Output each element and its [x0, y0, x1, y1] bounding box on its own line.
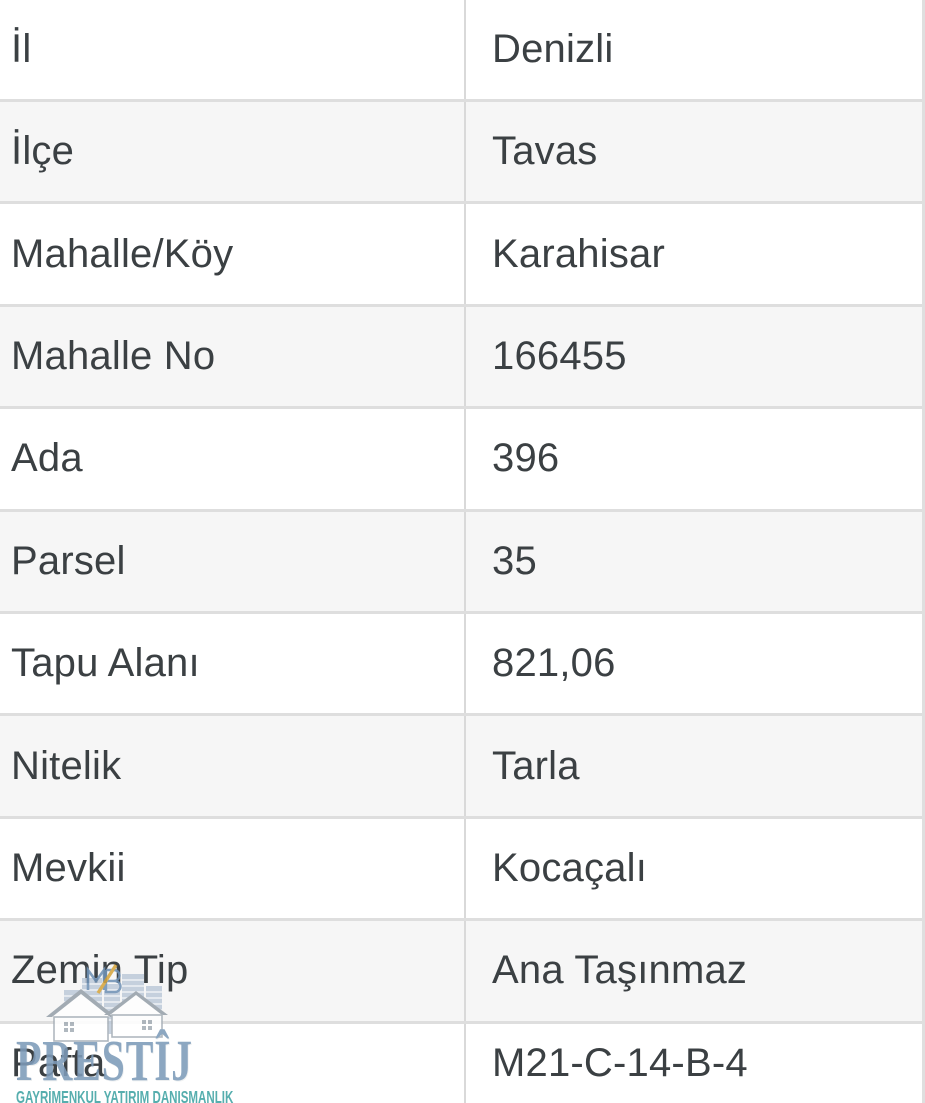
row-value: M21-C-14-B-4 [492, 1041, 748, 1086]
row-value: Tarla [492, 743, 580, 788]
brand-tagline: GAYRİMENKUL YATIRIM DANIŞMANLIK [16, 1087, 234, 1103]
row-value: 166455 [492, 333, 627, 378]
brand-name: PRESTÎJ [16, 1028, 193, 1093]
table-row: Tapu Alanı 821,06 [0, 610, 922, 714]
table-row: Mahalle/Köy Karahisar [0, 201, 922, 304]
row-value: Kocaçalı [492, 845, 648, 890]
row-value: Denizli [492, 27, 614, 71]
row-value: Ana Taşınmaz [492, 948, 748, 993]
row-value: Karahisar [492, 231, 665, 276]
table-row: Ada 396 [0, 406, 922, 509]
row-value: 396 [492, 436, 560, 481]
table-row: İlçe Tavas [0, 99, 922, 202]
row-label: Tapu Alanı [0, 613, 466, 714]
row-label: İlçe [0, 102, 466, 202]
table-row: İl Denizli [0, 0, 922, 99]
table-row: Nitelik Tarla [0, 713, 922, 816]
monogram-icon [86, 964, 122, 994]
table-row: Mahalle No 166455 [0, 303, 922, 407]
row-value: Tavas [492, 129, 598, 174]
table-row: Mevkii Kocaçalı [0, 815, 922, 919]
row-label: Ada [0, 409, 466, 509]
table-row: Parsel 35 [0, 508, 922, 611]
row-value: 35 [492, 538, 537, 583]
row-label: Nitelik [0, 716, 466, 816]
row-label: Mevkii [0, 818, 466, 919]
row-label: İl [0, 0, 466, 99]
buildings-houses-icon [46, 964, 168, 1042]
row-label: Pafta [0, 1023, 466, 1103]
row-label: Mahalle No [0, 306, 466, 407]
row-value: 821,06 [492, 641, 616, 686]
row-label: Mahalle/Köy [0, 204, 466, 304]
row-label: Parsel [0, 511, 466, 611]
prestij-watermark: PRESTÎJ GAYRİMENKUL YATIRIM DANIŞMANLIK [16, 964, 234, 1103]
